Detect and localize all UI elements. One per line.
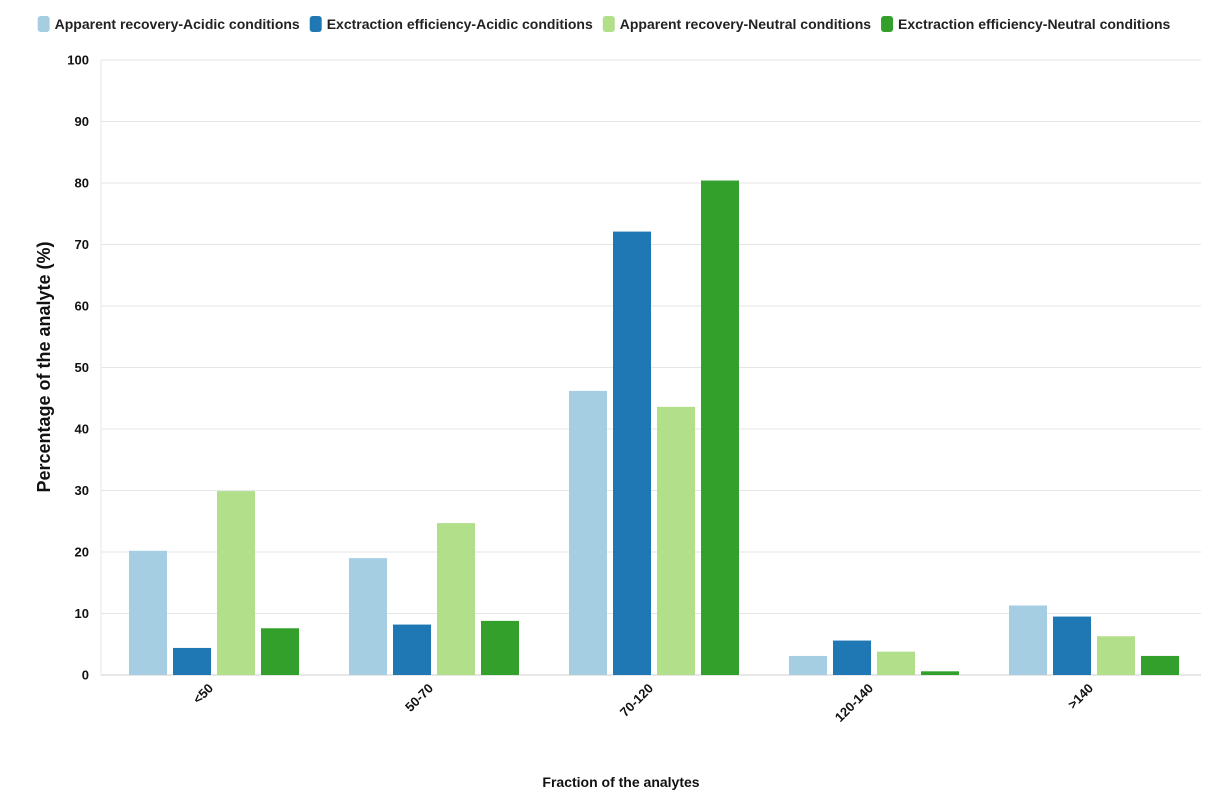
y-axis-title: Percentage of the analyte (%) <box>34 241 54 492</box>
bar <box>1009 605 1047 675</box>
y-tick-label: 10 <box>75 606 89 621</box>
y-axis: 0 10 20 30 40 50 60 70 80 90 100 <box>67 53 102 683</box>
bar <box>657 406 695 675</box>
y-tick-label: 70 <box>75 237 89 252</box>
bar <box>173 647 211 675</box>
legend-label: Exctraction efficiency-Neutral condition… <box>898 16 1170 32</box>
y-tick-label: 30 <box>75 483 89 498</box>
bar <box>481 620 519 675</box>
y-tick-label: 60 <box>75 299 89 314</box>
legend-label: Apparent recovery-Neutral conditions <box>620 16 871 32</box>
bar <box>129 550 167 675</box>
bar <box>701 180 739 676</box>
y-tick-label: 20 <box>75 545 89 560</box>
y-tick-label: 0 <box>82 668 89 683</box>
legend-item[interactable]: Apparent recovery-Neutral conditions <box>602 16 871 32</box>
bar <box>921 671 959 675</box>
bar <box>569 390 607 675</box>
bar <box>1097 636 1135 675</box>
x-axis-title: Fraction of the analytes <box>542 774 699 790</box>
bar <box>437 523 475 675</box>
x-axis: <50 50-70 70-120 120-140 >140 <box>190 681 1096 725</box>
legend-label: Exctraction efficiency-Acidic conditions <box>327 16 593 32</box>
x-tick-label: 70-120 <box>617 681 656 720</box>
bar <box>393 624 431 675</box>
legend-swatch <box>881 16 894 32</box>
bar <box>1141 655 1179 675</box>
y-tick-label: 40 <box>75 422 89 437</box>
legend-item[interactable]: Apparent recovery-Acidic conditions <box>37 16 300 32</box>
x-tick-label: >140 <box>1065 681 1096 712</box>
bar <box>217 491 255 675</box>
y-tick-label: 50 <box>75 360 89 375</box>
bar <box>877 651 915 675</box>
y-tick-label: 80 <box>75 176 89 191</box>
legend-item[interactable]: Exctraction efficiency-Neutral condition… <box>881 16 1171 32</box>
bar <box>1053 616 1091 675</box>
x-tick-label: 120-140 <box>832 681 876 725</box>
legend-swatch <box>309 16 322 32</box>
x-tick-label: 50-70 <box>402 681 436 715</box>
legend-item[interactable]: Exctraction efficiency-Acidic conditions <box>309 16 593 32</box>
bar <box>833 640 871 675</box>
bars <box>129 180 1179 676</box>
legend-label: Apparent recovery-Acidic conditions <box>55 16 300 32</box>
bar <box>613 231 651 675</box>
bar <box>789 655 827 675</box>
bar <box>349 558 387 675</box>
y-tick-label: 100 <box>67 53 89 68</box>
legend-swatch <box>602 16 615 32</box>
bar <box>261 628 299 675</box>
y-tick-label: 90 <box>75 114 89 129</box>
legend-swatch <box>37 16 50 32</box>
x-tick-label: <50 <box>190 681 216 707</box>
legend: Apparent recovery-Acidic conditions Exctr… <box>37 16 1171 32</box>
